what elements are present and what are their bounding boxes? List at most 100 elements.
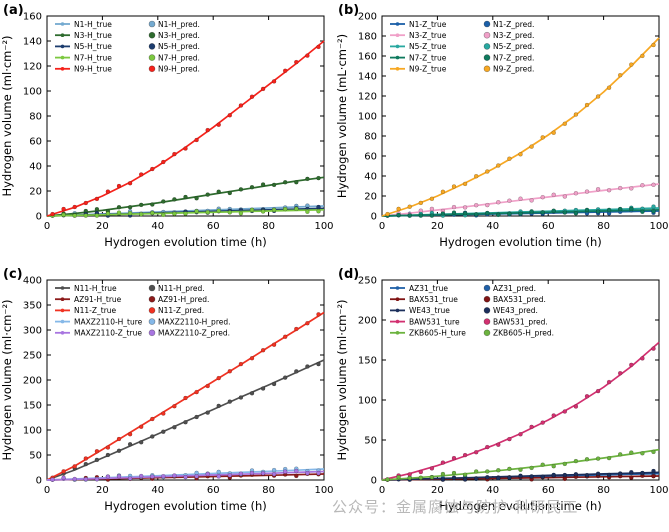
series-point xyxy=(418,213,424,218)
y-tick-label: 200 xyxy=(358,12,377,23)
series-point xyxy=(440,460,446,465)
series-point xyxy=(396,206,401,212)
legend-label-true: MAXZ2110-H_ture xyxy=(74,317,143,326)
series-point xyxy=(440,189,446,195)
series-point xyxy=(518,432,523,437)
series-point xyxy=(485,210,490,216)
series-point xyxy=(562,121,568,127)
series-point xyxy=(407,475,412,481)
series-point xyxy=(194,474,199,479)
series-point xyxy=(94,457,100,463)
series-point xyxy=(440,211,446,216)
series-point xyxy=(407,204,412,209)
series-point xyxy=(606,455,612,461)
legend-label-true: N11-H_true xyxy=(74,284,117,293)
series-point xyxy=(651,182,656,188)
series-point xyxy=(194,389,199,395)
series-point xyxy=(496,200,501,205)
series-point xyxy=(116,204,122,210)
series-point xyxy=(249,207,255,213)
legend-line-marker xyxy=(395,67,400,71)
series-point xyxy=(116,436,122,442)
x-tick-label: 0 xyxy=(44,485,50,496)
series-point xyxy=(573,404,579,409)
series-point xyxy=(205,127,210,133)
series-point xyxy=(385,211,390,217)
series-point xyxy=(540,474,545,479)
series-point xyxy=(451,475,457,481)
series-point xyxy=(150,474,155,479)
legend-label-true: AZ31_true xyxy=(409,284,448,293)
legend-line-marker xyxy=(395,286,400,290)
legend-line-marker xyxy=(395,319,400,324)
legend-label-pred: AZ31_pred. xyxy=(493,284,536,293)
series-point xyxy=(194,209,199,214)
y-tick-label: 250 xyxy=(23,351,42,362)
series-point xyxy=(205,471,210,477)
series-point xyxy=(385,477,390,482)
series-point xyxy=(150,210,155,216)
series-point xyxy=(172,403,177,409)
series-point xyxy=(183,395,188,401)
y-tick-label: 40 xyxy=(29,162,42,173)
series-point xyxy=(83,461,89,467)
x-tick-label: 80 xyxy=(597,221,610,232)
y-tick-label: 200 xyxy=(23,376,42,387)
series-point xyxy=(271,182,277,188)
legend-label-pred: N5-Z_pred. xyxy=(493,42,534,51)
y-tick-label: 20 xyxy=(364,192,377,203)
chart-svg: 0 20 40 60 80 100 0 50 100 150 200 250 300 350 400 Hydr… xyxy=(0,267,334,513)
x-tick-label: 60 xyxy=(207,221,220,232)
series-point xyxy=(294,369,299,374)
series-point xyxy=(562,194,568,199)
series-point xyxy=(451,204,457,210)
legend-dot-glyph xyxy=(483,307,491,314)
chart-panel-b: 0 20 40 60 80 100 0 20 40 60 80 100 120 140 160 180 200 H… xyxy=(335,2,669,262)
series-point xyxy=(573,191,579,196)
y-tick-label: 250 xyxy=(358,276,377,287)
legend-label-true: N3-H_true xyxy=(74,31,112,40)
x-tick-label: 80 xyxy=(262,221,275,232)
series-point xyxy=(640,356,645,361)
series-point xyxy=(651,468,656,474)
watermark: 公众号：金属腐蚀与防护-科研民工 xyxy=(332,498,579,516)
y-tick-label: 50 xyxy=(364,436,377,447)
series-point xyxy=(227,369,233,374)
series-point xyxy=(205,410,210,415)
series-point xyxy=(83,476,89,482)
series-point xyxy=(249,470,255,476)
series-point xyxy=(294,326,299,332)
legend-label-pred: BAX531_pred. xyxy=(493,295,546,304)
legend-dot-glyph xyxy=(483,31,491,39)
y-tick-label: 100 xyxy=(23,426,42,437)
series-point xyxy=(617,471,623,476)
series-point xyxy=(518,467,523,472)
series-point xyxy=(316,175,321,181)
legend-dot-glyph xyxy=(148,31,156,39)
series-point xyxy=(138,440,144,445)
series-point xyxy=(305,320,310,326)
series-point xyxy=(105,452,111,458)
series-point xyxy=(216,474,221,479)
series-point xyxy=(50,211,55,217)
series-point xyxy=(271,381,277,387)
series-point xyxy=(116,210,122,215)
series-point xyxy=(540,135,545,140)
series-point xyxy=(629,186,634,191)
series-point xyxy=(496,212,501,218)
series-point xyxy=(496,442,501,447)
series-point xyxy=(294,206,299,212)
series-point xyxy=(138,473,144,479)
y-axis-label: Hydrogen volume (mL·cm⁻²) xyxy=(335,34,349,198)
series-point xyxy=(227,190,233,196)
legend-label-true: N5-Z_true xyxy=(409,42,447,51)
legend-label-pred: BAW531_pred. xyxy=(493,317,548,326)
series-point xyxy=(305,364,310,369)
x-tick-label: 20 xyxy=(96,221,109,232)
series-point xyxy=(518,211,523,216)
x-axis-label: Hydrogen evolution time (h) xyxy=(104,235,267,249)
series-point xyxy=(316,312,321,317)
y-tick-label: 180 xyxy=(358,32,377,43)
series-point xyxy=(651,209,656,214)
y-tick-label: 50 xyxy=(29,451,42,462)
